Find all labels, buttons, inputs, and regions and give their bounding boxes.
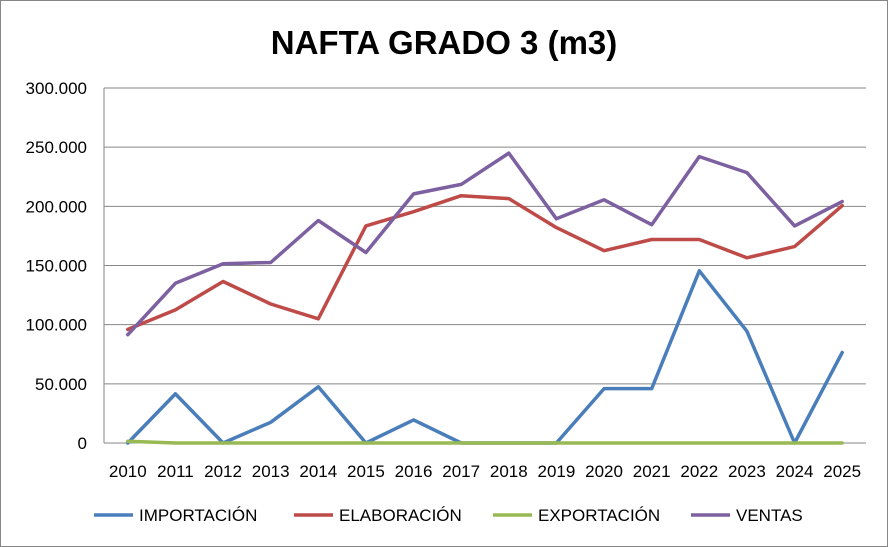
x-axis-ticks: 2010 2011 2012 2013 2014 2015 2016 2017 2018 2019… <box>109 462 861 481</box>
series-line-1 <box>126 193 844 332</box>
x-tick-label: 2025 <box>823 462 861 481</box>
y-tick-label: 250.000 <box>26 138 87 157</box>
legend-label: ELABORACIÓN <box>339 506 462 525</box>
y-tick-label: 200.000 <box>26 197 87 216</box>
x-tick-label: 2017 <box>442 462 480 481</box>
series-line-3 <box>126 151 844 337</box>
legend-label: IMPORTACIÓN <box>139 506 257 525</box>
y-tick-label: 0 <box>78 434 87 453</box>
x-tick-label: 2021 <box>633 462 671 481</box>
y-tick-label: 50.000 <box>35 375 87 394</box>
x-tick-label: 2014 <box>299 462 337 481</box>
legend-label: EXPORTACIÓN <box>538 506 660 525</box>
series-line-2 <box>126 439 844 445</box>
series-line-0 <box>126 269 844 445</box>
x-tick-label: 2011 <box>157 462 194 481</box>
x-tick-label: 2023 <box>728 462 766 481</box>
x-tick-label: 2013 <box>252 462 290 481</box>
x-tick-label: 2022 <box>680 462 718 481</box>
x-tick-label: 2024 <box>776 462 814 481</box>
y-tick-label: 300.000 <box>26 79 87 98</box>
x-tick-label: 2010 <box>109 462 147 481</box>
legend: IMPORTACIÓN ELABORACIÓN EXPORTACIÓN VENTAS <box>94 506 803 525</box>
y-tick-label: 150.000 <box>26 257 87 276</box>
y-axis-ticks: 0 50.000 100.000 150.000 200.000 250.000 300.0… <box>26 79 87 453</box>
y-tick-label: 100.000 <box>26 316 87 335</box>
chart-title: NAFTA GRADO 3 (m3) <box>271 24 618 61</box>
x-tick-label: 2012 <box>204 462 242 481</box>
x-tick-label: 2015 <box>347 462 385 481</box>
x-tick-label: 2020 <box>585 462 623 481</box>
x-tick-label: 2018 <box>490 462 528 481</box>
x-tick-label: 2016 <box>395 462 433 481</box>
x-tick-label: 2019 <box>538 462 576 481</box>
series-lines <box>126 151 844 445</box>
legend-label: VENTAS <box>736 506 803 525</box>
